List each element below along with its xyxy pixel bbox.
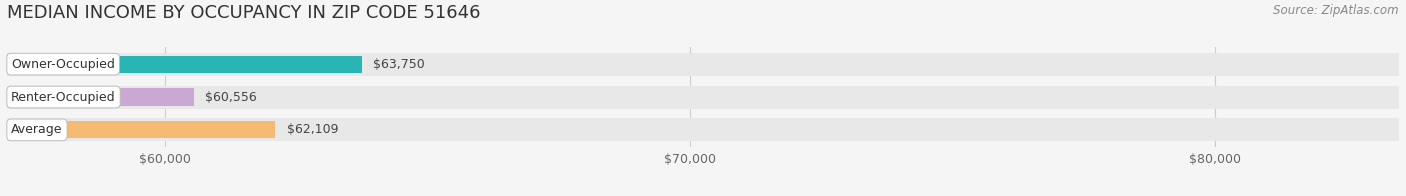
Text: $62,109: $62,109	[287, 123, 337, 136]
Bar	[7, 53, 1399, 76]
Text: MEDIAN INCOME BY OCCUPANCY IN ZIP CODE 51646: MEDIAN INCOME BY OCCUPANCY IN ZIP CODE 5…	[7, 4, 481, 22]
Bar	[7, 85, 1399, 109]
Text: $63,750: $63,750	[373, 58, 425, 71]
Text: $60,556: $60,556	[205, 91, 257, 103]
Text: Source: ZipAtlas.com: Source: ZipAtlas.com	[1274, 4, 1399, 17]
Text: Renter-Occupied: Renter-Occupied	[11, 91, 115, 103]
Bar	[7, 121, 276, 138]
Text: Average: Average	[11, 123, 63, 136]
Bar	[7, 56, 361, 73]
Bar	[7, 88, 194, 106]
Text: Owner-Occupied: Owner-Occupied	[11, 58, 115, 71]
Bar	[7, 118, 1399, 141]
